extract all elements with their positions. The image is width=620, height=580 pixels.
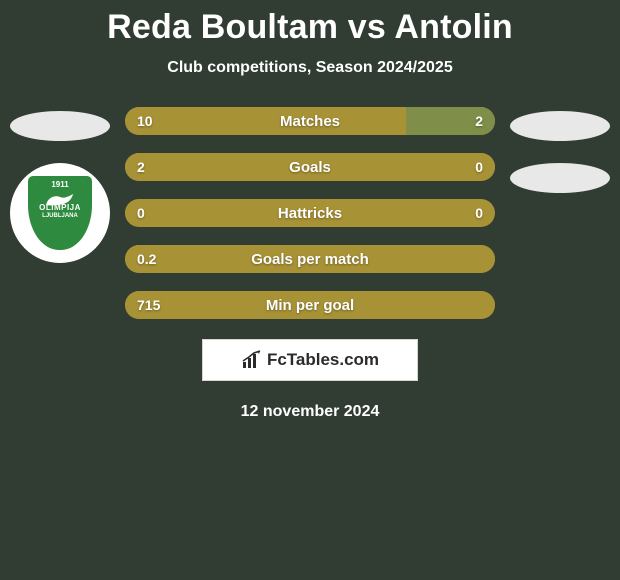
- bar-value-right: 0: [475, 159, 483, 175]
- bar-label: Matches: [125, 113, 495, 130]
- player-photo-placeholder: [10, 111, 110, 141]
- dragon-icon: [43, 191, 77, 209]
- bar-chart-icon: [241, 350, 263, 370]
- stat-bars: 10Matches22Goals00Hattricks00.2Goals per…: [125, 107, 495, 319]
- bar-label: Goals: [125, 159, 495, 176]
- crest-city: LJUBLJANA: [42, 213, 78, 219]
- player-photo-placeholder: [510, 111, 610, 141]
- page-title: Reda Boultam vs Antolin: [0, 0, 620, 47]
- bar-value-right: 0: [475, 205, 483, 221]
- olimpija-crest-icon: 1911 OLIMPIJA LJUBLJANA: [25, 173, 95, 253]
- right-player-column: [510, 107, 610, 193]
- crest-year: 1911: [51, 180, 68, 189]
- comparison-content: 1911 OLIMPIJA LJUBLJANA 10Matches22Goals…: [0, 107, 620, 421]
- date: 12 november 2024: [10, 403, 610, 421]
- stat-bar: 10Matches2: [125, 107, 495, 135]
- stat-bar: 2Goals0: [125, 153, 495, 181]
- club-logo-placeholder: [510, 163, 610, 193]
- bar-label: Hattricks: [125, 205, 495, 222]
- left-player-column: 1911 OLIMPIJA LJUBLJANA: [10, 107, 110, 263]
- stat-bar: 0.2Goals per match: [125, 245, 495, 273]
- brand-box[interactable]: FcTables.com: [202, 339, 418, 381]
- bar-label: Min per goal: [125, 297, 495, 314]
- brand-text: FcTables.com: [267, 350, 379, 370]
- stat-bar: 715Min per goal: [125, 291, 495, 319]
- club-logo: 1911 OLIMPIJA LJUBLJANA: [10, 163, 110, 263]
- bar-value-right: 2: [475, 113, 483, 129]
- subtitle: Club competitions, Season 2024/2025: [0, 59, 620, 77]
- bar-label: Goals per match: [125, 251, 495, 268]
- stat-bar: 0Hattricks0: [125, 199, 495, 227]
